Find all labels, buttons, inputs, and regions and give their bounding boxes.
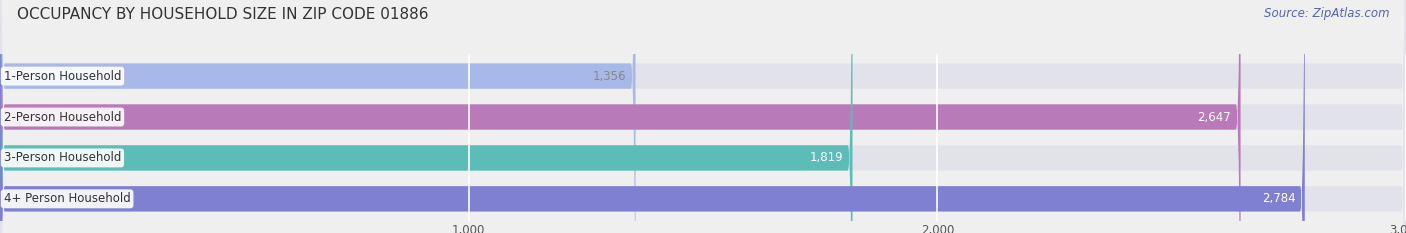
Text: 2,784: 2,784 [1261,192,1295,205]
Text: OCCUPANCY BY HOUSEHOLD SIZE IN ZIP CODE 01886: OCCUPANCY BY HOUSEHOLD SIZE IN ZIP CODE … [17,7,429,22]
FancyBboxPatch shape [0,0,852,233]
Text: 3-Person Household: 3-Person Household [4,151,121,164]
Text: 1-Person Household: 1-Person Household [4,70,121,82]
Text: Source: ZipAtlas.com: Source: ZipAtlas.com [1264,7,1389,20]
FancyBboxPatch shape [0,0,636,233]
Text: 1,356: 1,356 [593,70,626,82]
FancyBboxPatch shape [0,0,1305,233]
Text: 2-Person Household: 2-Person Household [4,110,121,123]
Text: 1,819: 1,819 [810,151,844,164]
Text: 2,647: 2,647 [1198,110,1232,123]
FancyBboxPatch shape [0,0,1240,233]
Text: 4+ Person Household: 4+ Person Household [4,192,131,205]
